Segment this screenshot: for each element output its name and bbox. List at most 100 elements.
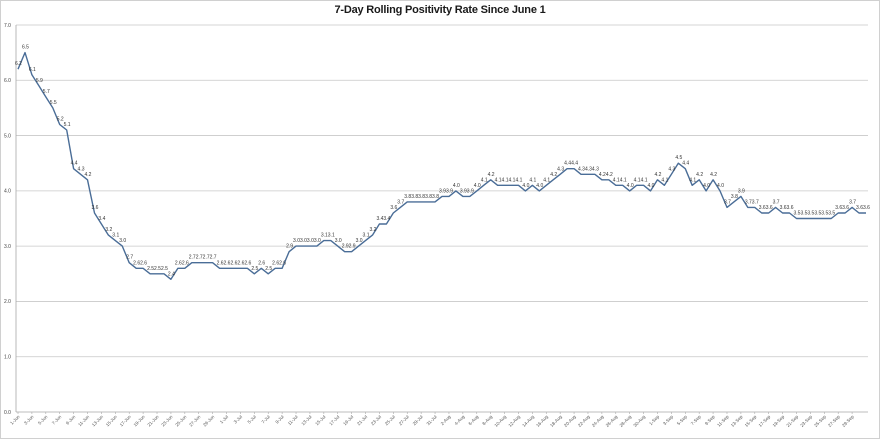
data-label: 3.5 xyxy=(793,211,800,217)
data-label: 3.9 xyxy=(460,188,467,194)
x-tick-label: 15-Sep xyxy=(744,414,758,428)
x-tick-label: 14-Aug xyxy=(521,414,535,428)
data-label: 3.0 xyxy=(314,238,321,244)
data-label: 4.2 xyxy=(599,172,606,178)
data-label: 3.0 xyxy=(307,238,314,244)
data-label: 5.1 xyxy=(64,122,71,128)
data-label: 6.2 xyxy=(15,61,22,67)
x-tick-label: 15-Jun xyxy=(105,414,119,428)
data-label: 3.7 xyxy=(773,199,780,205)
y-tick-label: 2.0 xyxy=(4,299,11,305)
x-tick-label: 19-Jul xyxy=(342,414,354,426)
data-label: 2.9 xyxy=(349,244,356,250)
y-tick-label: 4.0 xyxy=(4,189,11,195)
data-label: 4.2 xyxy=(710,172,717,178)
data-labels: 6.26.56.15.95.75.55.25.14.44.34.23.63.43… xyxy=(15,45,870,278)
x-tick-label: 18-Aug xyxy=(549,414,563,428)
data-label: 3.8 xyxy=(425,194,432,200)
x-tick-label: 5-Jul xyxy=(247,414,257,424)
data-label: 5.5 xyxy=(50,100,57,106)
data-label: 4.3 xyxy=(592,166,599,172)
data-label: 2.6 xyxy=(244,260,251,266)
x-tick-label: 9-Sep xyxy=(704,414,716,426)
data-label: 4.0 xyxy=(717,183,724,189)
data-label: 2.4 xyxy=(168,271,175,277)
data-label: 4.1 xyxy=(529,177,536,183)
data-label: 2.5 xyxy=(154,266,161,272)
data-label: 5.2 xyxy=(57,117,64,123)
data-label: 3.6 xyxy=(780,205,787,211)
data-label: 4.1 xyxy=(634,177,641,183)
data-label: 3.9 xyxy=(439,188,446,194)
data-label: 4.1 xyxy=(641,177,648,183)
data-label: 4.0 xyxy=(522,183,529,189)
x-tick-label: 11-Sep xyxy=(716,414,730,428)
data-label: 2.7 xyxy=(126,255,133,261)
x-tick-label: 3-Jul xyxy=(233,414,243,424)
data-label: 3.4 xyxy=(98,216,105,222)
data-label: 4.4 xyxy=(682,161,689,167)
data-label: 2.6 xyxy=(258,260,265,266)
y-tick-label: 1.0 xyxy=(4,355,11,361)
x-tick-label: 1-Jun xyxy=(9,414,21,426)
data-label: 4.0 xyxy=(453,183,460,189)
x-tick-label: 19-Jun xyxy=(133,414,147,428)
data-label: 4.1 xyxy=(502,177,509,183)
data-label: 4.0 xyxy=(648,183,655,189)
data-label: 3.8 xyxy=(404,194,411,200)
data-label: 4.1 xyxy=(613,177,620,183)
data-label: 2.6 xyxy=(217,260,224,266)
data-label: 4.0 xyxy=(703,183,710,189)
x-tick-label: 2-Aug xyxy=(440,414,452,426)
data-label: 3.5 xyxy=(800,211,807,217)
x-tick-label: 15-Jul xyxy=(314,414,326,426)
x-tick-label: 3-Sep xyxy=(662,414,674,426)
data-label: 2.5 xyxy=(251,266,258,272)
x-tick-label: 29-Sep xyxy=(841,414,855,428)
x-tick-label: 29-Jun xyxy=(202,414,216,428)
data-label: 2.6 xyxy=(279,260,286,266)
x-tick-label: 11-Jul xyxy=(287,414,299,426)
data-label: 3.6 xyxy=(856,205,863,211)
data-label: 4.3 xyxy=(78,166,85,172)
data-label: 3.8 xyxy=(432,194,439,200)
data-label: 3.9 xyxy=(738,188,745,194)
x-tick-label: 31-Jul xyxy=(426,414,438,426)
x-tick-label: 6-Aug xyxy=(467,414,479,426)
data-label: 3.7 xyxy=(849,199,856,205)
data-label: 3.6 xyxy=(390,205,397,211)
data-label: 3.0 xyxy=(300,238,307,244)
data-label: 3.8 xyxy=(418,194,425,200)
x-tick-label: 23-Jun xyxy=(160,414,174,428)
data-label: 3.1 xyxy=(363,233,370,239)
data-label: 4.2 xyxy=(696,172,703,178)
data-label: 4.1 xyxy=(661,177,668,183)
y-tick-label: 3.0 xyxy=(4,244,11,250)
data-label: 3.0 xyxy=(335,238,342,244)
x-tick-label: 9-Jul xyxy=(274,414,284,424)
x-tick-label: 7-Jul xyxy=(260,414,270,424)
x-tick-label: 21-Sep xyxy=(785,414,799,428)
data-label: 2.7 xyxy=(196,255,203,261)
data-label: 2.9 xyxy=(342,244,349,250)
data-label: 2.6 xyxy=(175,260,182,266)
data-label: 3.2 xyxy=(369,227,376,233)
data-label: 4.2 xyxy=(654,172,661,178)
x-tick-label: 29-Jul xyxy=(412,414,424,426)
y-axis: 0.0 1.0 2.0 3.0 4.0 5.0 6.0 7.0 xyxy=(4,23,17,416)
x-tick-label: 7-Sep xyxy=(690,414,702,426)
x-tick-label: 23-Sep xyxy=(799,414,813,428)
data-label: 3.6 xyxy=(759,205,766,211)
data-label: 3.9 xyxy=(446,188,453,194)
data-label: 3.8 xyxy=(411,194,418,200)
data-label: 3.5 xyxy=(814,211,821,217)
data-label: 3.7 xyxy=(724,199,731,205)
data-label: 3.5 xyxy=(821,211,828,217)
data-label: 3.7 xyxy=(397,199,404,205)
data-label: 3.5 xyxy=(828,211,835,217)
data-label: 2.5 xyxy=(147,266,154,272)
x-tick-label: 1-Sep xyxy=(648,414,660,426)
data-label: 3.8 xyxy=(731,194,738,200)
data-label: 4.2 xyxy=(488,172,495,178)
